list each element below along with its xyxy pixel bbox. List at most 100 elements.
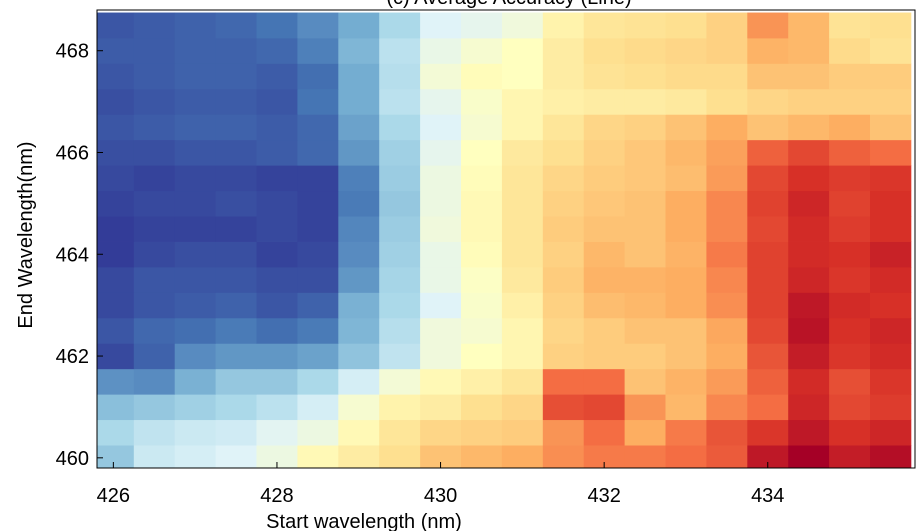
heatmap-cell xyxy=(542,241,585,268)
heatmap-cell xyxy=(747,266,789,293)
heatmap-cell xyxy=(747,114,789,141)
heatmap-cell xyxy=(870,88,912,115)
heatmap-cell xyxy=(542,139,585,166)
heatmap-cell xyxy=(97,37,135,64)
heatmap-cell xyxy=(174,12,217,39)
heatmap-cell xyxy=(174,343,217,370)
heatmap-cell xyxy=(706,139,748,166)
heatmap-cell xyxy=(829,12,871,39)
heatmap-cell xyxy=(256,343,298,370)
heatmap-cell xyxy=(747,190,789,217)
heatmap-cell xyxy=(624,266,666,293)
heatmap-cell xyxy=(379,88,421,115)
heatmap-cell xyxy=(420,317,462,344)
heatmap-cell xyxy=(256,394,298,421)
heatmap-cell xyxy=(133,241,176,268)
y-tick-label: 464 xyxy=(56,244,89,266)
heatmap-cell xyxy=(706,12,748,39)
heatmap-cell xyxy=(97,114,135,141)
heatmap-cell xyxy=(461,37,503,64)
heatmap-cell xyxy=(542,266,585,293)
heatmap-cell xyxy=(97,419,135,446)
heatmap-cell xyxy=(870,63,912,90)
heatmap-cell xyxy=(420,394,462,421)
heatmap-cell xyxy=(583,216,626,242)
heatmap-cell xyxy=(133,190,176,217)
heatmap-cell xyxy=(461,165,503,192)
y-axis-label: End Wavelength(nm) xyxy=(15,141,37,328)
heatmap-cell xyxy=(297,368,339,395)
heatmap-cell xyxy=(420,266,462,293)
heatmap-cell xyxy=(97,343,135,370)
heatmap-cell xyxy=(420,139,462,166)
heatmap-cell xyxy=(542,343,585,370)
x-tick-label: 430 xyxy=(424,485,457,507)
heatmap-cell xyxy=(215,445,257,469)
heatmap-cell xyxy=(174,419,217,446)
heatmap-cell xyxy=(256,266,298,293)
heatmap-cell xyxy=(624,190,666,217)
heatmap-cell xyxy=(624,317,666,344)
heatmap-cell xyxy=(706,114,748,141)
heatmap-cell xyxy=(788,292,830,319)
heatmap-cell xyxy=(542,445,585,469)
heatmap-cell xyxy=(133,394,176,421)
heatmap-cell xyxy=(133,88,176,115)
heatmap-cell xyxy=(379,445,421,469)
heatmap-cell xyxy=(338,63,380,90)
heatmap-cell xyxy=(215,165,257,192)
heatmap-cell xyxy=(215,114,257,141)
heatmap-cell xyxy=(829,63,871,90)
heatmap-cell xyxy=(379,37,421,64)
heatmap-cell xyxy=(215,139,257,166)
heatmap-cell xyxy=(542,394,585,421)
heatmap-cell xyxy=(297,216,339,242)
heatmap-cell xyxy=(829,292,871,319)
heatmap-cell xyxy=(870,12,912,39)
heatmap-cell xyxy=(133,216,176,242)
heatmap-cell xyxy=(788,190,830,217)
heatmap-cell xyxy=(297,394,339,421)
heatmap-cell xyxy=(215,266,257,293)
heatmap-cell xyxy=(297,190,339,217)
heatmap-cell xyxy=(706,343,748,370)
heatmap-cell xyxy=(747,139,789,166)
heatmap-cell xyxy=(379,343,421,370)
heatmap-cell xyxy=(133,317,176,344)
x-tick-label: 432 xyxy=(587,485,620,507)
heatmap-cell xyxy=(420,241,462,268)
heatmap-cell xyxy=(461,394,503,421)
heatmap-cell xyxy=(501,266,544,293)
heatmap-cell xyxy=(583,317,626,344)
heatmap-cell xyxy=(256,445,298,469)
heatmap-cell xyxy=(174,88,217,115)
heatmap-cell xyxy=(788,114,830,141)
heatmap-cell xyxy=(461,419,503,446)
heatmap-cell xyxy=(829,190,871,217)
heatmap-cell xyxy=(870,419,912,446)
heatmap-cell xyxy=(379,114,421,141)
heatmap-cell xyxy=(870,343,912,370)
heatmap-cell xyxy=(501,165,544,192)
heatmap-cell xyxy=(747,343,789,370)
heatmap-cell xyxy=(338,317,380,344)
heatmap-cell xyxy=(501,88,544,115)
heatmap-cell xyxy=(665,37,707,64)
heatmap-cell xyxy=(97,368,135,395)
heatmap-cell xyxy=(97,165,135,192)
heatmap-cell xyxy=(215,63,257,90)
heatmap-cell xyxy=(338,368,380,395)
heatmap-cell xyxy=(338,139,380,166)
plot-frame xyxy=(96,9,916,469)
heatmap-cell xyxy=(338,165,380,192)
heatmap-cell xyxy=(665,63,707,90)
heatmap-cell xyxy=(501,368,544,395)
heatmap-cell xyxy=(133,139,176,166)
heatmap-cell xyxy=(338,190,380,217)
heatmap-cell xyxy=(788,12,830,39)
heatmap-cell xyxy=(542,419,585,446)
heatmap-cell xyxy=(829,394,871,421)
heatmap-cell xyxy=(583,394,626,421)
x-axis-label: Start wavelength (nm) xyxy=(266,511,462,531)
heatmap-cell xyxy=(256,317,298,344)
